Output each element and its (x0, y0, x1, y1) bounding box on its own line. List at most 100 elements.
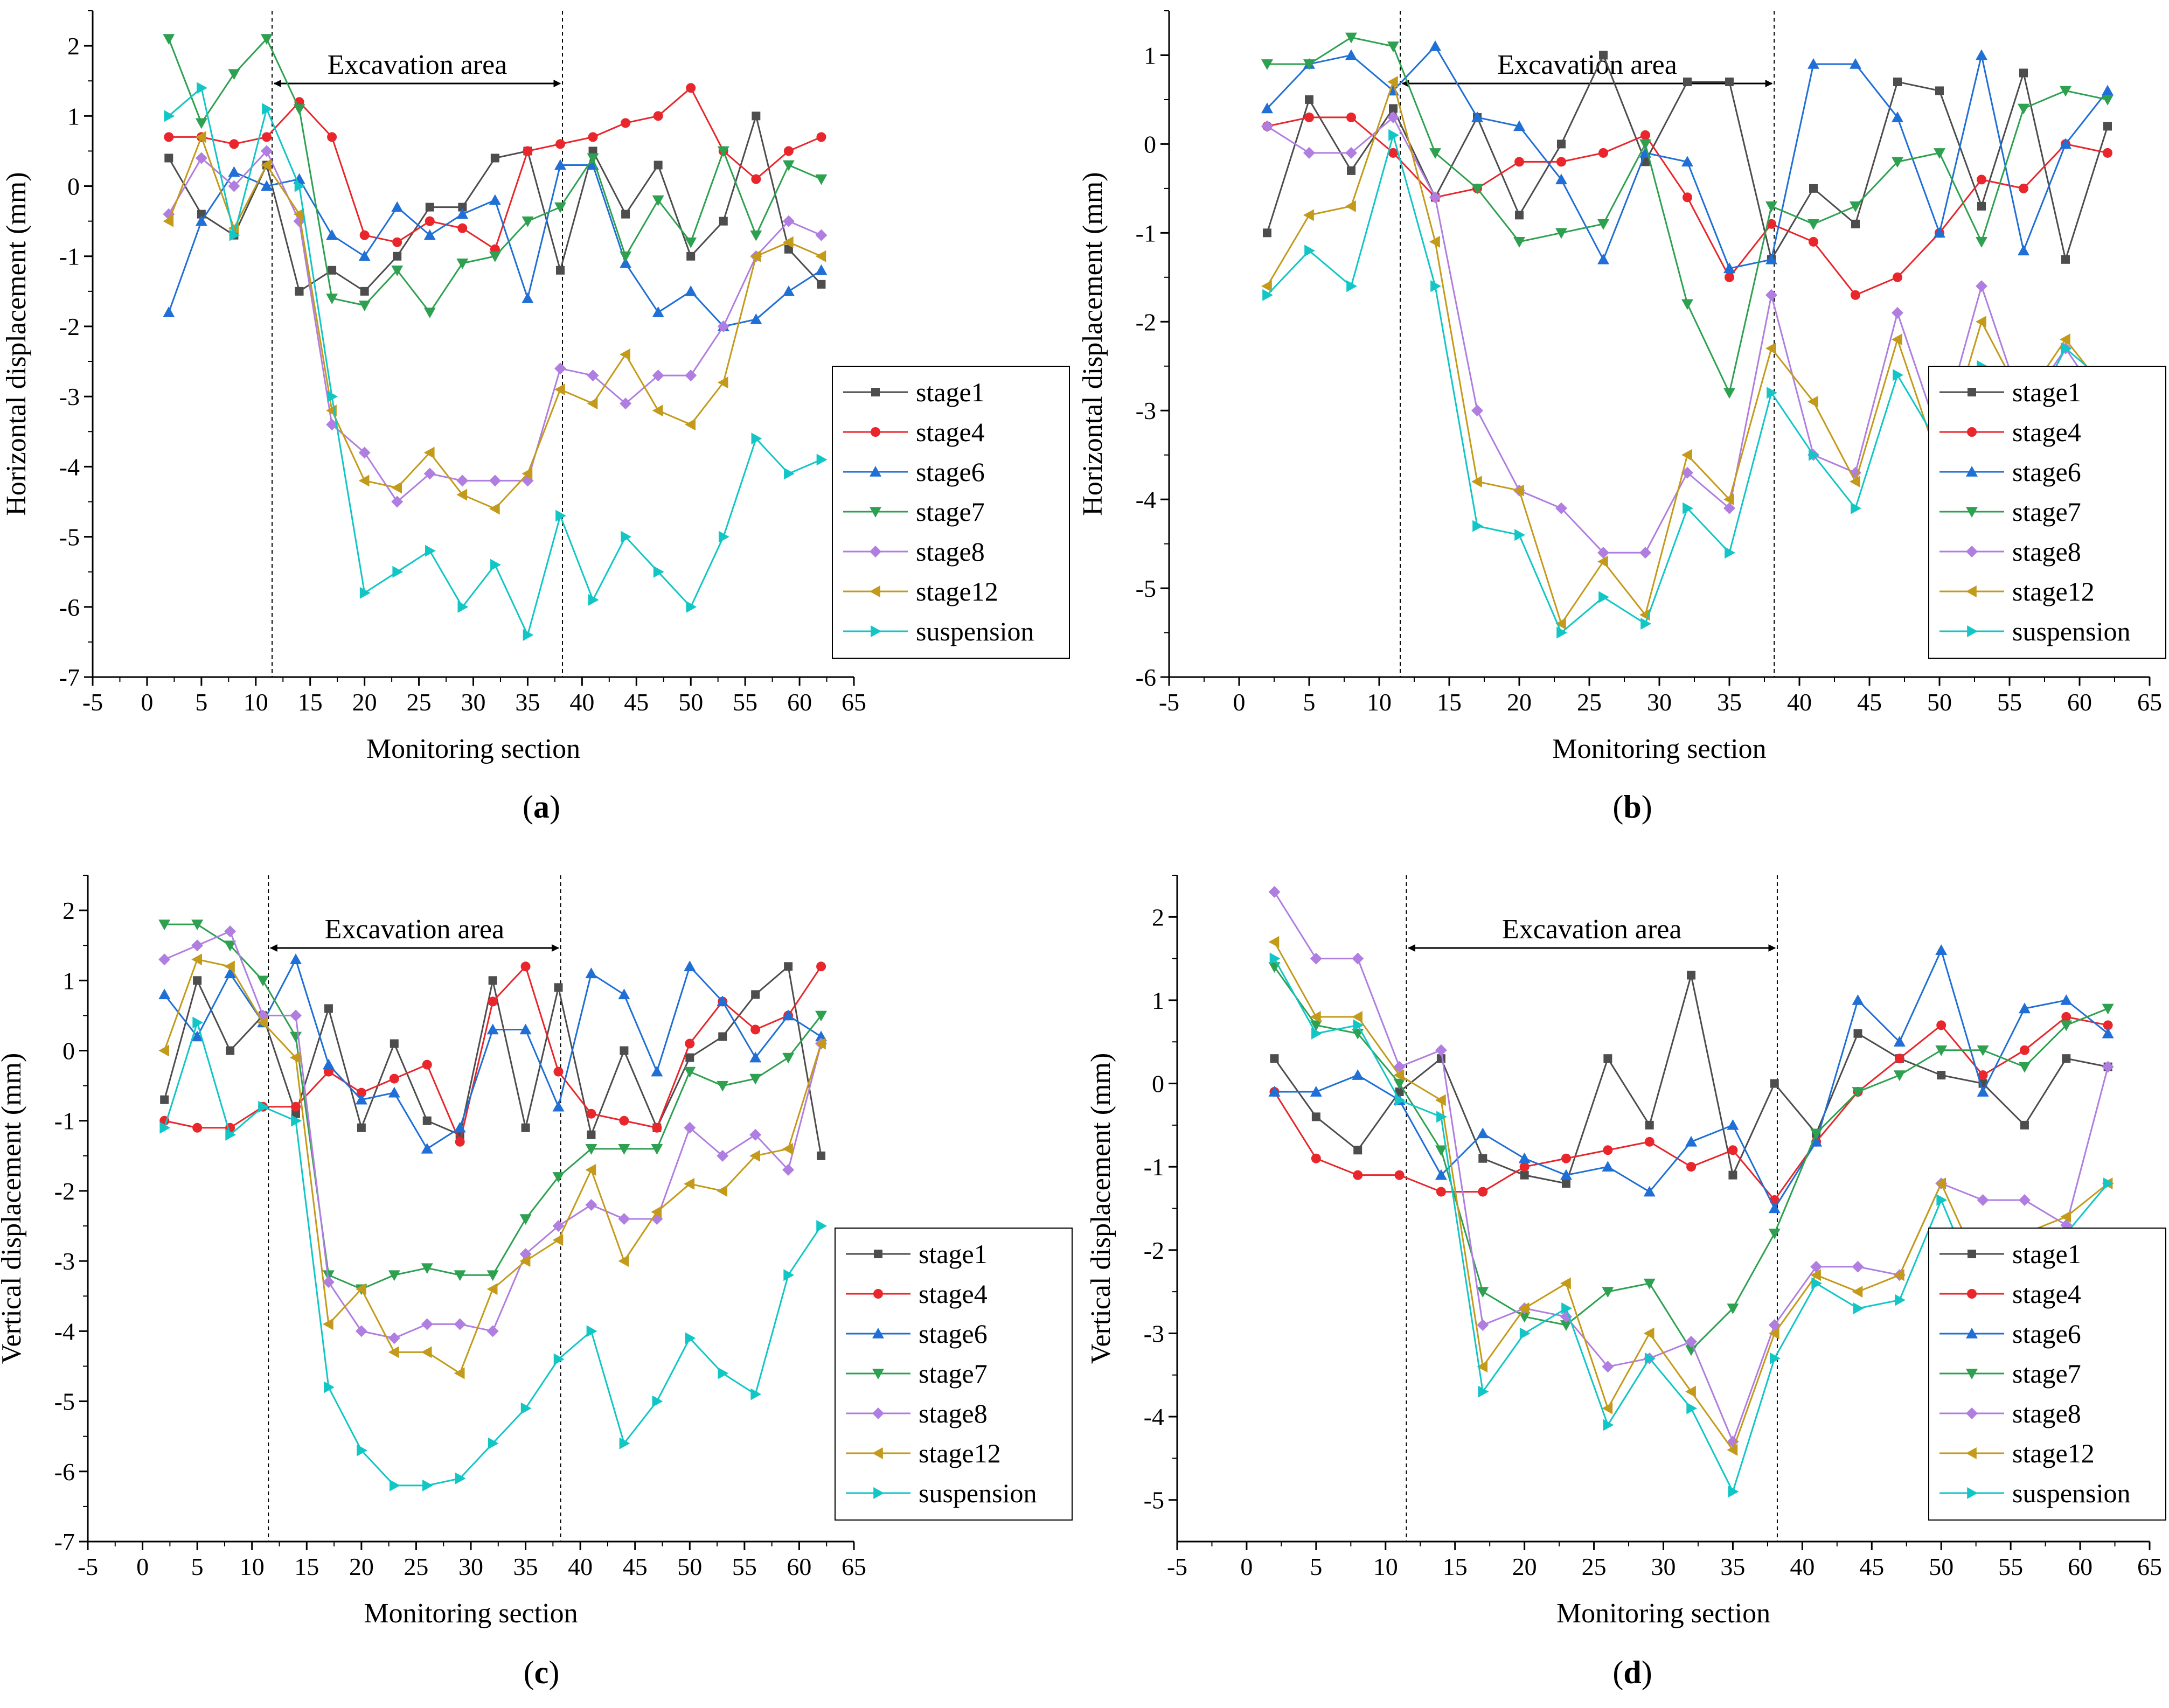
data-point (423, 229, 436, 240)
data-point (260, 34, 273, 45)
data-point (1977, 1194, 1989, 1207)
data-point (486, 1283, 498, 1295)
data-point (1352, 1010, 1363, 1023)
data-point (1725, 272, 1734, 282)
y-tick-label: 0 (67, 173, 80, 200)
data-point (1686, 1162, 1697, 1172)
data-point (619, 1437, 630, 1449)
x-tick-label: 45 (1859, 1553, 1884, 1580)
data-point (358, 447, 371, 459)
data-point (1387, 75, 1398, 88)
y-axis-label: Horizontal displacement (mm) (1077, 172, 1108, 515)
data-point (1723, 502, 1735, 514)
data-point (588, 594, 599, 606)
data-point (815, 264, 828, 275)
y-tick-label: -2 (54, 1177, 75, 1205)
legend-marker (1966, 585, 1977, 597)
legend-marker (1967, 427, 1977, 437)
data-point (1347, 166, 1355, 175)
data-point (326, 229, 338, 240)
data-point (191, 1030, 204, 1042)
data-point (1472, 520, 1483, 532)
x-tick-label: 35 (1717, 688, 1742, 716)
data-point (1471, 111, 1483, 122)
x-tick-label: 20 (352, 688, 377, 716)
data-point (488, 996, 498, 1007)
data-point (1893, 272, 1902, 282)
data-point (360, 287, 369, 296)
data-point (684, 1066, 696, 1078)
x-tick-label: 15 (1443, 1553, 1468, 1580)
legend-marker (872, 1369, 884, 1379)
x-tick-label: 50 (1927, 688, 1952, 716)
data-point (2018, 245, 2029, 256)
x-tick-label: 65 (842, 1553, 866, 1580)
data-point (1388, 148, 1398, 158)
y-tick-label: -7 (59, 664, 80, 691)
legend-marker (870, 466, 881, 477)
data-point (455, 1472, 466, 1484)
data-point (1520, 1170, 1529, 1180)
data-point (522, 292, 534, 303)
data-point (588, 147, 597, 156)
legend-label: stage6 (916, 457, 985, 487)
data-point (1435, 1094, 1446, 1106)
data-point (1976, 316, 1986, 328)
excavation-label: Excavation area (328, 50, 507, 80)
data-point (2060, 86, 2071, 97)
data-point (197, 210, 206, 219)
data-point (2060, 1210, 2071, 1223)
legend-label: stage1 (916, 377, 985, 407)
data-point (717, 1149, 729, 1162)
x-tick-label: 40 (568, 1553, 593, 1580)
data-point (815, 1010, 828, 1022)
chart-panel-d: -5 0 5 10 15 20 25 30 35 40 45 50 55 60 65 -5 -4 -3 -2 -1 0 1… (1086, 875, 2166, 1690)
data-point (522, 216, 534, 227)
legend-label: stage8 (2012, 536, 2081, 567)
data-point (1681, 299, 1693, 310)
data-point (1768, 1229, 1781, 1239)
data-point (685, 370, 697, 382)
y-tick-label: 0 (62, 1037, 75, 1065)
data-point (1852, 994, 1864, 1005)
data-point (1345, 32, 1357, 44)
data-point (327, 391, 338, 403)
data-point (815, 250, 826, 262)
data-point (1725, 547, 1735, 559)
data-point (685, 285, 697, 296)
data-point (749, 1128, 762, 1141)
data-point (1935, 1045, 1948, 1056)
legend-label: stage1 (2012, 377, 2081, 407)
data-point (422, 1059, 432, 1070)
data-point (1934, 148, 1945, 159)
data-point (1393, 1078, 1406, 1090)
x-tick-label: 45 (624, 688, 649, 716)
data-point (293, 104, 305, 115)
y-tick-label: 2 (1152, 903, 1164, 931)
data-point (1728, 1170, 1737, 1180)
x-tick-label: 60 (787, 688, 812, 716)
data-point (620, 257, 632, 268)
data-point (2102, 1027, 2114, 1038)
y-tick-label: 1 (67, 102, 80, 130)
data-point (618, 1213, 630, 1225)
x-tick-label: 15 (298, 688, 323, 716)
data-point (1556, 626, 1567, 639)
x-tick-label: 30 (1647, 688, 1672, 716)
data-point (523, 146, 533, 156)
data-point (2060, 138, 2071, 149)
data-point (1893, 1036, 1906, 1047)
data-point (486, 1023, 499, 1035)
series-stage6 (1261, 40, 2114, 274)
data-point (816, 132, 826, 142)
data-point (1640, 618, 1651, 630)
data-point (1727, 1119, 1739, 1130)
data-point (391, 482, 402, 494)
data-point (782, 1009, 795, 1021)
data-point (1810, 1260, 1823, 1273)
x-tick-label: -5 (78, 1553, 98, 1580)
data-point (717, 1080, 729, 1092)
data-point (1303, 59, 1315, 70)
data-point (391, 265, 404, 276)
legend-label: stage7 (916, 497, 985, 527)
